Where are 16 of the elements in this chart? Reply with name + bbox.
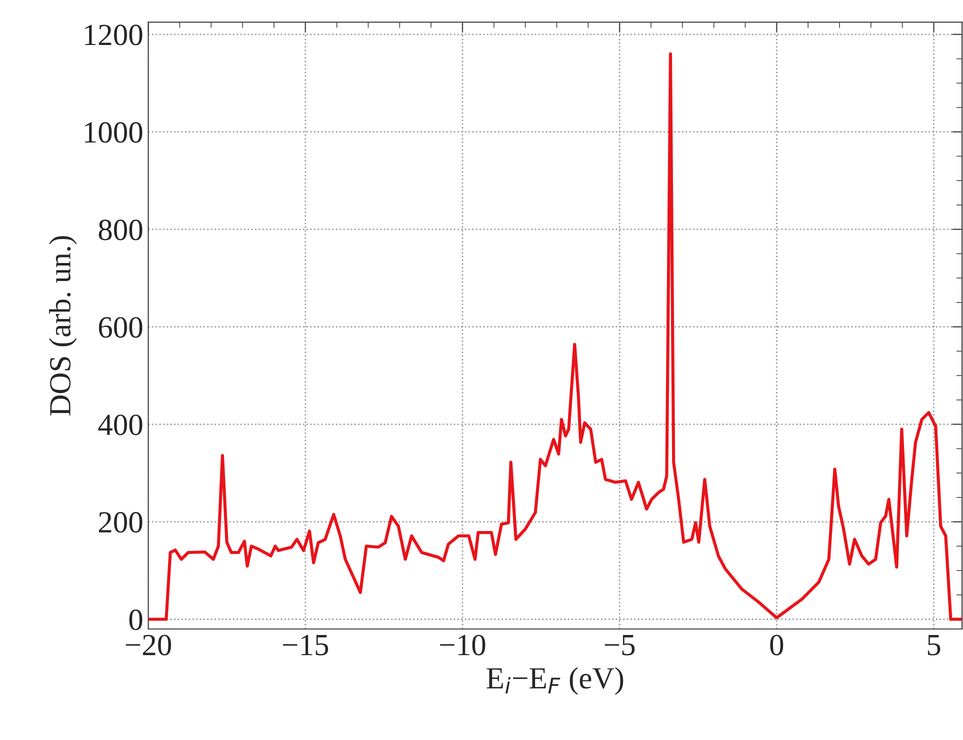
y-tick-label: 600 [98,317,142,338]
y-tick-label: 400 [98,414,142,436]
x-tick-label: −5 [604,635,635,656]
x-tick-label: −10 [440,634,486,656]
y-tick-label: 1000 [85,122,142,143]
x-tick-label: −20 [126,634,172,656]
y-tick-label: 200 [98,512,142,533]
x-tick-label: 0 [770,634,784,656]
x-tick-label: 5 [928,635,940,656]
y-tick-label: 0 [129,610,142,630]
y-tick-label: 1200 [85,24,142,46]
y-axis-title: DOS (arb. un.) [49,236,77,416]
x-axis-title: E$_{i}$−E$_{F}$ (eV) [486,667,624,695]
y-tick-label: 800 [98,220,142,240]
line-series [148,52,962,621]
x-tick-label: −15 [283,634,328,656]
